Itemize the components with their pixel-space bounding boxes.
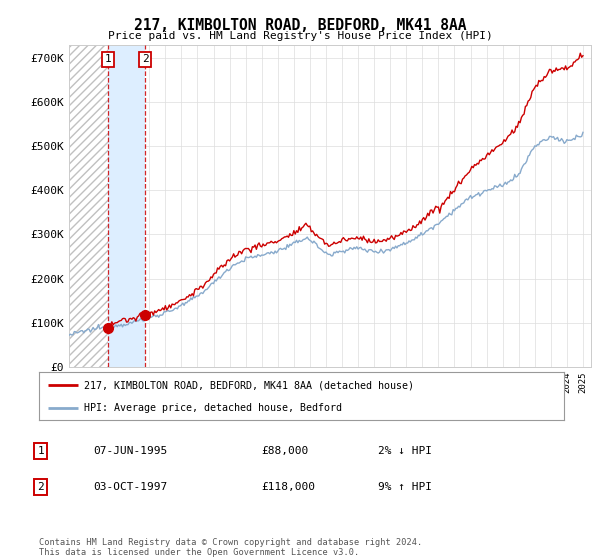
Text: 2: 2 <box>142 54 149 64</box>
Bar <box>108 45 145 367</box>
Text: Price paid vs. HM Land Registry's House Price Index (HPI): Price paid vs. HM Land Registry's House … <box>107 31 493 41</box>
Text: 217, KIMBOLTON ROAD, BEDFORD, MK41 8AA (detached house): 217, KIMBOLTON ROAD, BEDFORD, MK41 8AA (… <box>83 380 413 390</box>
Text: 217, KIMBOLTON ROAD, BEDFORD, MK41 8AA: 217, KIMBOLTON ROAD, BEDFORD, MK41 8AA <box>134 18 466 33</box>
Bar <box>69 45 108 367</box>
Text: 03-OCT-1997: 03-OCT-1997 <box>93 482 167 492</box>
Text: 9% ↑ HPI: 9% ↑ HPI <box>378 482 432 492</box>
Text: £118,000: £118,000 <box>261 482 315 492</box>
Text: 1: 1 <box>105 54 112 64</box>
Text: 1: 1 <box>37 446 44 456</box>
Text: £88,000: £88,000 <box>261 446 308 456</box>
Text: Contains HM Land Registry data © Crown copyright and database right 2024.
This d: Contains HM Land Registry data © Crown c… <box>39 538 422 557</box>
Text: 2% ↓ HPI: 2% ↓ HPI <box>378 446 432 456</box>
Text: 2: 2 <box>37 482 44 492</box>
Text: 07-JUN-1995: 07-JUN-1995 <box>93 446 167 456</box>
Text: HPI: Average price, detached house, Bedford: HPI: Average price, detached house, Bedf… <box>83 403 341 413</box>
